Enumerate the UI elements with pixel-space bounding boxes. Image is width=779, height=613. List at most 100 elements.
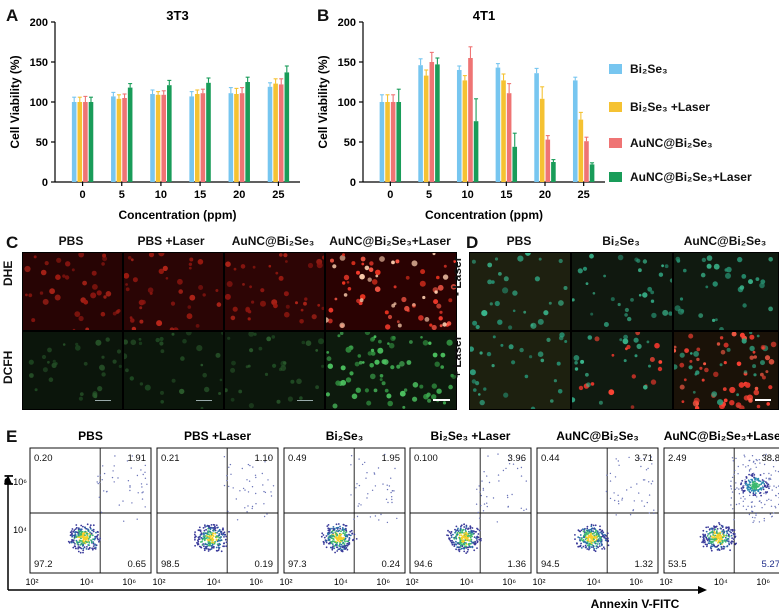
bar	[551, 162, 556, 182]
bar	[88, 102, 94, 182]
flow-event	[498, 480, 500, 482]
cell-mark	[693, 351, 699, 357]
micrograph-plus-laser-bi2se3	[571, 331, 673, 410]
cell-mark	[433, 299, 439, 305]
flow-event	[144, 506, 146, 508]
cell-mark	[340, 379, 347, 386]
quadrant-value: 0.19	[255, 559, 274, 570]
cell-mark	[765, 370, 769, 374]
bar	[385, 102, 390, 182]
flow-event	[77, 533, 80, 535]
flow-event	[730, 485, 732, 488]
cell-mark	[295, 301, 298, 305]
cell-mark	[225, 293, 231, 300]
flow-event	[457, 549, 460, 551]
flow-event	[204, 538, 206, 541]
cell-mark	[553, 379, 557, 383]
flow-event	[194, 536, 196, 539]
cell-mark	[395, 259, 400, 264]
flow-event	[750, 478, 753, 481]
flow-event	[465, 543, 468, 546]
flow-event	[72, 541, 75, 544]
quadrant-value: 97.3	[288, 559, 307, 570]
x-tick-label: 10⁴	[207, 577, 221, 587]
flow-event	[322, 534, 325, 536]
cell-mark	[627, 316, 632, 322]
flow-event	[476, 539, 478, 541]
flow-event	[95, 535, 98, 538]
flow-event	[593, 549, 596, 552]
flow-event	[759, 491, 762, 494]
flow-event	[462, 543, 465, 546]
flow-event	[643, 458, 645, 460]
flow-event	[328, 527, 330, 530]
flow-event	[211, 538, 214, 541]
flow-event	[453, 543, 456, 546]
flow-event	[336, 537, 339, 539]
flow-event	[744, 479, 746, 481]
flow-event	[350, 494, 352, 496]
cell-mark	[248, 332, 255, 337]
flow-event	[246, 479, 248, 481]
flow-event	[730, 488, 733, 490]
flow-event	[750, 501, 753, 503]
cell-mark	[138, 299, 145, 306]
flow-event	[333, 547, 336, 550]
cell-mark	[574, 367, 579, 371]
cell-mark	[719, 336, 724, 340]
cell-mark	[679, 384, 685, 390]
flow-event	[702, 529, 705, 532]
cell-mark	[216, 302, 222, 307]
cell-mark	[230, 315, 236, 321]
flow-event	[99, 537, 101, 540]
cell-mark	[130, 339, 137, 346]
x-tick-label: 15	[194, 189, 206, 201]
flow-event	[210, 524, 213, 526]
flow-event	[460, 547, 463, 550]
cell-mark	[390, 335, 396, 342]
flow-event	[748, 513, 751, 516]
bar	[456, 70, 462, 182]
cell-mark	[525, 253, 531, 256]
flow-event	[607, 544, 610, 547]
flow-event	[459, 527, 462, 530]
flow-event	[708, 528, 711, 531]
cell-mark	[712, 318, 716, 322]
cell-mark	[139, 382, 144, 386]
flow-event	[72, 530, 75, 533]
flow-event	[343, 548, 345, 550]
cell-mark	[635, 332, 641, 336]
flow-event	[604, 539, 607, 541]
cell-mark	[367, 351, 372, 356]
flow-event	[217, 549, 220, 552]
cell-mark	[585, 282, 589, 285]
flow-event	[358, 484, 361, 487]
flow-event	[651, 480, 654, 482]
flow-event	[593, 547, 595, 550]
cell-mark	[564, 340, 568, 343]
flow-event	[593, 528, 595, 530]
flow-event	[746, 484, 749, 486]
flow-event	[488, 481, 491, 484]
cell-mark	[420, 336, 423, 339]
cell-mark	[299, 319, 304, 324]
flow-event	[332, 526, 335, 528]
panel-letter-d: D	[466, 233, 479, 252]
flow-event	[599, 539, 602, 542]
quadrant-value: 5.27	[762, 559, 779, 570]
cell-mark	[159, 336, 164, 342]
flow-event	[577, 529, 580, 532]
flow-event	[453, 545, 456, 547]
flow-event	[601, 529, 604, 532]
cell-mark	[287, 396, 293, 402]
flow-event	[584, 544, 587, 547]
flow-event	[459, 529, 462, 532]
flow-event	[136, 518, 138, 520]
flow-event	[772, 512, 775, 514]
flow-event	[330, 527, 332, 530]
flow-event	[92, 545, 95, 547]
cell-mark	[221, 332, 223, 335]
flow-event	[89, 531, 91, 534]
flow-event	[747, 505, 749, 507]
cell-mark	[396, 364, 401, 369]
